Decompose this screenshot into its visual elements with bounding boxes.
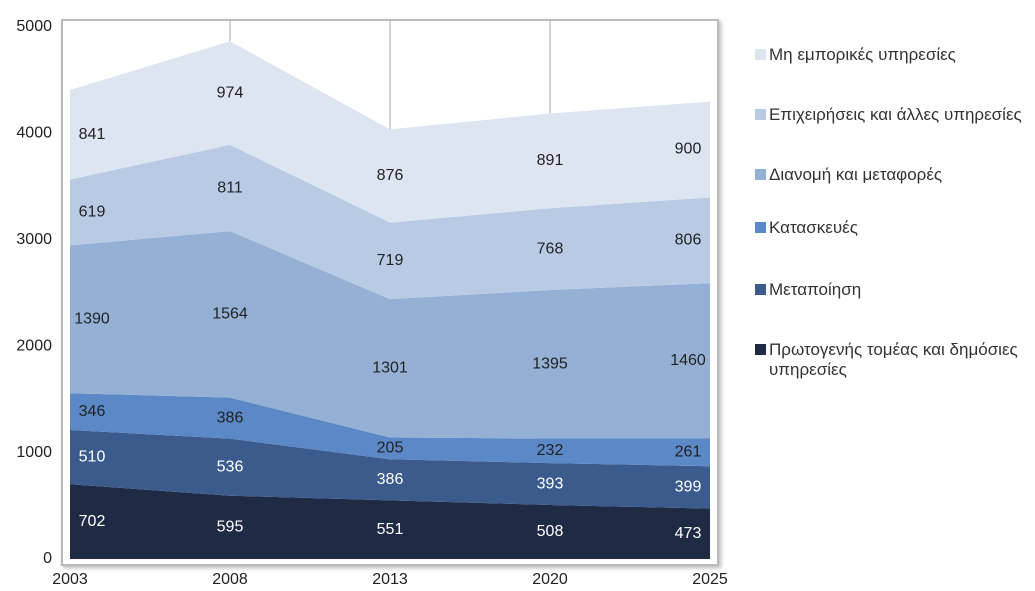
legend-item: Επιχειρήσεις και άλλες υπηρεσίες <box>755 105 1022 125</box>
data-label: 551 <box>377 521 404 538</box>
area <box>70 430 710 509</box>
legend-label: Πρωτογενής τομέας και δημόσιες υπηρεσίες <box>769 340 1018 379</box>
data-label: 1301 <box>372 359 408 376</box>
legend-item: Μεταποίηση <box>755 280 861 300</box>
data-label: 876 <box>377 167 404 184</box>
legend-swatch <box>755 284 766 295</box>
y-tick-label: 1000 <box>16 444 52 461</box>
y-tick-label: 4000 <box>16 125 52 142</box>
data-label: 508 <box>537 523 564 540</box>
data-label: 232 <box>537 442 564 459</box>
data-label: 261 <box>675 444 702 461</box>
x-tick-label: 2008 <box>212 571 248 588</box>
data-label: 891 <box>537 152 564 169</box>
x-tick-label: 2013 <box>372 571 408 588</box>
data-label: 510 <box>79 448 106 465</box>
legend-label: Μεταποίηση <box>769 280 862 299</box>
legend-swatch <box>755 344 766 355</box>
data-label: 768 <box>537 240 564 257</box>
y-tick-label: 0 <box>43 550 52 567</box>
data-label: 1460 <box>670 352 706 369</box>
legend-item: Διανομή και μεταφορές <box>755 165 942 185</box>
data-label: 346 <box>79 403 106 420</box>
legend-item: Μη εμπορικές υπηρεσίες <box>755 45 956 65</box>
x-tick-label: 2025 <box>692 571 728 588</box>
area <box>70 144 710 300</box>
data-label: 399 <box>675 479 702 496</box>
data-label: 900 <box>675 141 702 158</box>
data-label: 719 <box>377 252 404 269</box>
area <box>70 231 710 439</box>
legend-swatch <box>755 49 766 60</box>
legend-label: Μη εμπορικές υπηρεσίες <box>769 45 956 64</box>
data-label: 595 <box>217 519 244 536</box>
legend-item: Πρωτογενής τομέας και δημόσιες υπηρεσίες <box>755 340 1030 380</box>
data-label: 386 <box>217 409 244 426</box>
area <box>70 484 710 559</box>
data-label: 473 <box>675 525 702 542</box>
data-label: 811 <box>217 179 243 196</box>
area <box>70 393 710 467</box>
legend-label: Επιχειρήσεις και άλλες υπηρεσίες <box>769 105 1022 124</box>
chart: 0 1000 2000 3000 4000 5000 702 595 551 508 473 510 5… <box>16 18 728 588</box>
y-tick-label: 3000 <box>16 231 52 248</box>
legend-label: Διανομή και μεταφορές <box>769 165 943 184</box>
data-label: 1395 <box>532 355 568 372</box>
legend-item: Κατασκευές <box>755 218 858 238</box>
data-label: 1390 <box>74 310 110 327</box>
data-label: 1564 <box>212 306 248 323</box>
data-label: 536 <box>217 458 244 475</box>
y-tick-label: 2000 <box>16 337 52 354</box>
y-tick-label: 5000 <box>16 18 52 35</box>
data-label: 841 <box>79 126 106 143</box>
data-label: 806 <box>675 231 702 248</box>
legend-swatch <box>755 222 766 233</box>
legend-swatch <box>755 169 766 180</box>
area <box>70 41 710 223</box>
data-label: 619 <box>79 204 106 221</box>
x-tick-label: 2003 <box>52 571 88 588</box>
data-label: 974 <box>217 84 244 101</box>
x-tick-label: 2020 <box>532 571 568 588</box>
legend-swatch <box>755 109 766 120</box>
data-label: 393 <box>537 475 564 492</box>
data-label: 205 <box>377 440 404 457</box>
data-label: 386 <box>377 471 404 488</box>
data-label: 702 <box>79 513 106 530</box>
legend-label: Κατασκευές <box>769 218 858 237</box>
